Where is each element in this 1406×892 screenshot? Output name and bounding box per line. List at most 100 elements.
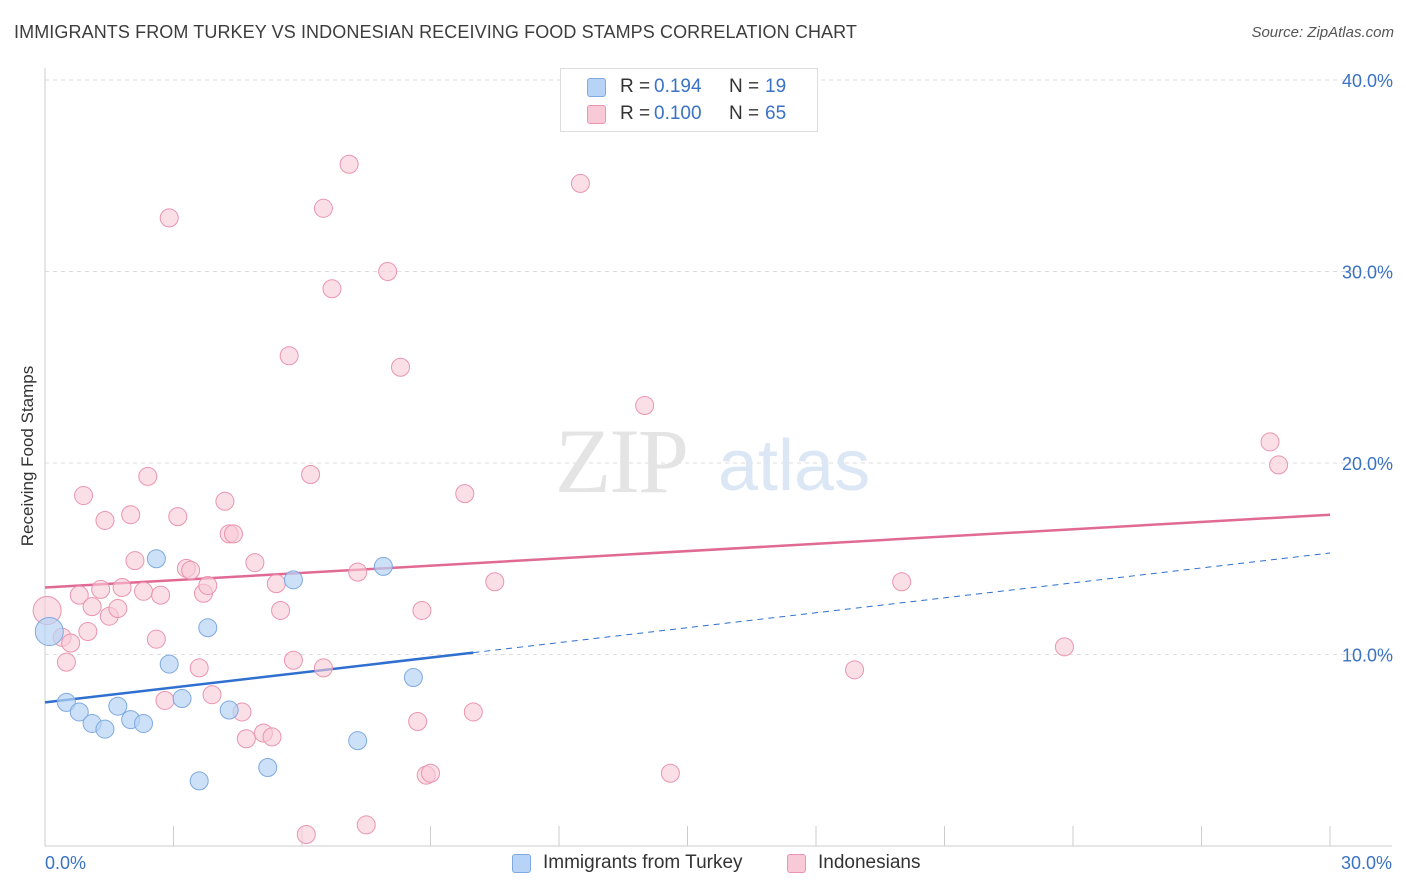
point-turkey xyxy=(348,731,368,751)
point-indonesians xyxy=(660,763,680,783)
point-indonesians xyxy=(262,727,282,747)
point-indonesians xyxy=(1269,455,1289,475)
point-indonesians xyxy=(313,658,333,678)
point-indonesians xyxy=(95,510,115,530)
point-turkey xyxy=(373,556,393,576)
legend-r-label: R = xyxy=(620,103,651,124)
point-indonesians xyxy=(112,577,132,597)
point-turkey xyxy=(403,667,423,687)
y-tick-label: 20.0% xyxy=(1342,454,1393,474)
point-indonesians xyxy=(296,825,316,845)
legend-swatch-indonesians xyxy=(587,104,606,124)
point-indonesians xyxy=(245,553,265,573)
point-indonesians xyxy=(74,486,94,506)
trend-lines xyxy=(44,513,1331,704)
legend-row-indonesians: R = 0.100 N = 65 xyxy=(587,102,786,126)
point-indonesians xyxy=(313,198,333,218)
legend-swatch-indonesians xyxy=(787,853,806,873)
trend-line-turkey-extension xyxy=(473,552,1331,654)
point-indonesians xyxy=(301,464,321,484)
chart-title: IMMIGRANTS FROM TURKEY VS INDONESIAN REC… xyxy=(14,22,858,42)
correlation-legend: R = 0.194 N = 19 R = 0.100 N = 65 xyxy=(560,68,818,132)
point-turkey xyxy=(172,689,192,709)
y-tick-label: 40.0% xyxy=(1342,71,1393,91)
point-indonesians xyxy=(378,262,398,281)
legend-n-label: N = xyxy=(729,76,760,97)
legend-n-value-indonesians: 65 xyxy=(765,103,787,124)
point-turkey xyxy=(134,713,154,733)
point-indonesians xyxy=(266,574,286,594)
point-turkey xyxy=(108,696,128,716)
point-indonesians xyxy=(215,491,235,511)
point-turkey xyxy=(258,757,278,777)
point-indonesians xyxy=(202,685,222,705)
legend-item-turkey[interactable]: Immigrants from Turkey xyxy=(512,852,743,874)
point-indonesians xyxy=(635,396,655,416)
point-turkey xyxy=(95,719,115,739)
point-indonesians xyxy=(56,652,76,672)
point-turkey xyxy=(198,618,218,638)
point-turkey xyxy=(146,549,166,569)
watermark-zip: ZIP xyxy=(555,410,687,512)
tick-labels: 10.0% 20.0% 30.0% 40.0% 0.0% 30.0% xyxy=(45,71,1393,873)
point-indonesians xyxy=(1054,637,1074,657)
legend-r-value-turkey: 0.194 xyxy=(654,76,702,97)
point-indonesians xyxy=(463,702,483,722)
point-indonesians xyxy=(570,173,590,193)
data-points xyxy=(32,154,1289,845)
point-indonesians xyxy=(455,484,475,504)
legend-r-label: R = xyxy=(620,76,651,97)
point-indonesians xyxy=(151,585,171,605)
watermark-atlas: atlas xyxy=(718,426,870,506)
point-turkey xyxy=(69,702,89,722)
point-turkey xyxy=(283,570,303,590)
point-indonesians xyxy=(339,154,359,174)
point-indonesians xyxy=(892,572,912,592)
point-turkey xyxy=(56,692,76,712)
point-indonesians xyxy=(125,551,145,571)
point-turkey xyxy=(219,700,239,720)
series-legend: Immigrants from Turkey Indonesians xyxy=(0,852,1406,878)
point-indonesians xyxy=(121,505,141,525)
point-indonesians xyxy=(181,560,201,580)
grid-lines xyxy=(45,79,1392,655)
y-axis-label: Receiving Food Stamps xyxy=(18,365,37,547)
point-indonesians xyxy=(78,622,98,642)
point-indonesians xyxy=(223,524,243,544)
legend-n-label: N = xyxy=(729,103,760,124)
point-indonesians xyxy=(189,658,209,678)
point-indonesians xyxy=(485,572,505,592)
point-indonesians xyxy=(283,650,303,670)
point-indonesians xyxy=(322,279,342,299)
legend-row-turkey: R = 0.194 N = 19 xyxy=(587,75,786,99)
point-indonesians xyxy=(138,466,158,486)
x-tick-label: 0.0% xyxy=(45,853,86,873)
y-tick-label: 30.0% xyxy=(1342,263,1393,283)
point-indonesians xyxy=(82,597,102,617)
x-tick-label: 30.0% xyxy=(1341,853,1392,873)
point-indonesians xyxy=(159,208,179,228)
point-indonesians xyxy=(236,729,256,749)
point-indonesians xyxy=(69,585,89,605)
legend-n-value-turkey: 19 xyxy=(765,76,787,97)
point-indonesians xyxy=(391,357,411,377)
legend-item-indonesians[interactable]: Indonesians xyxy=(787,852,920,874)
point-indonesians xyxy=(356,815,376,835)
point-indonesians xyxy=(134,581,154,601)
point-indonesians xyxy=(155,690,175,710)
point-indonesians xyxy=(279,346,299,366)
point-indonesians xyxy=(271,600,291,620)
point-indonesians xyxy=(1260,432,1280,452)
point-turkey xyxy=(159,654,179,674)
trend-line-turkey xyxy=(44,651,474,704)
point-indonesians xyxy=(108,599,128,619)
source-label: Source: ZipAtlas.com xyxy=(1251,24,1394,41)
legend-label-turkey: Immigrants from Turkey xyxy=(543,852,743,873)
point-indonesians xyxy=(198,576,218,596)
trend-line-indonesians xyxy=(44,513,1331,589)
legend-r-value-indonesians: 0.100 xyxy=(654,103,702,124)
point-indonesians xyxy=(168,507,188,527)
point-indonesians xyxy=(408,712,428,732)
point-indonesians xyxy=(412,600,432,620)
